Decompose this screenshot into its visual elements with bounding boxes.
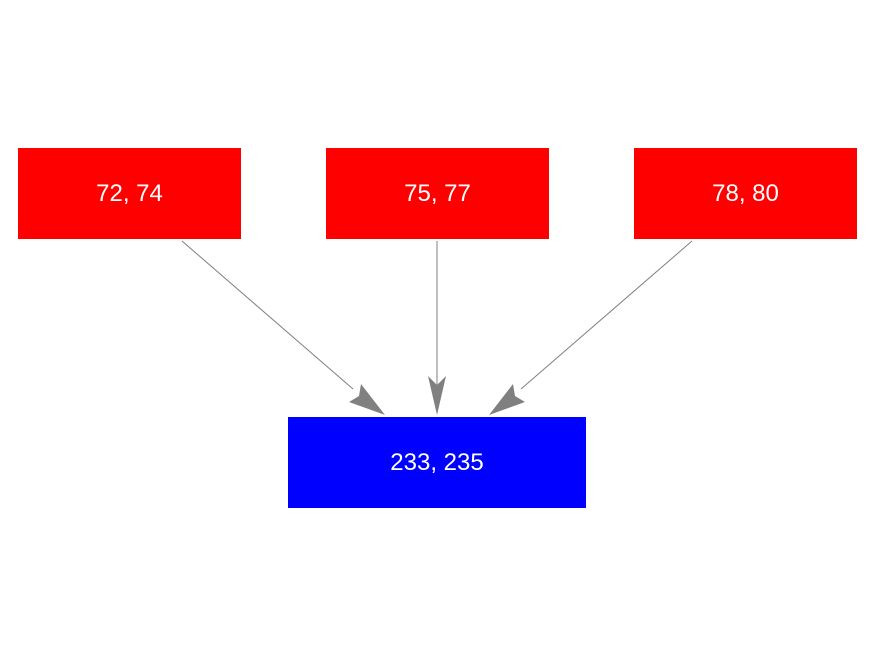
edge-source-1-to-target: [181, 240, 385, 415]
arrowhead-icon: [428, 376, 446, 415]
node-source-2: 75, 77: [326, 148, 549, 239]
edge-source-3-to-target: [489, 240, 693, 415]
node-label: 78, 80: [712, 179, 779, 207]
node-label: 75, 77: [404, 179, 471, 207]
arrowhead-icon: [489, 384, 525, 415]
edge-source-2-to-target: [428, 241, 446, 415]
node-label: 233, 235: [390, 448, 484, 476]
node-source-3: 78, 80: [634, 148, 857, 239]
arrowhead-icon: [349, 384, 385, 415]
node-label: 72, 74: [96, 179, 163, 207]
node-source-1: 72, 74: [18, 148, 241, 239]
node-target: 233, 235: [288, 417, 586, 508]
